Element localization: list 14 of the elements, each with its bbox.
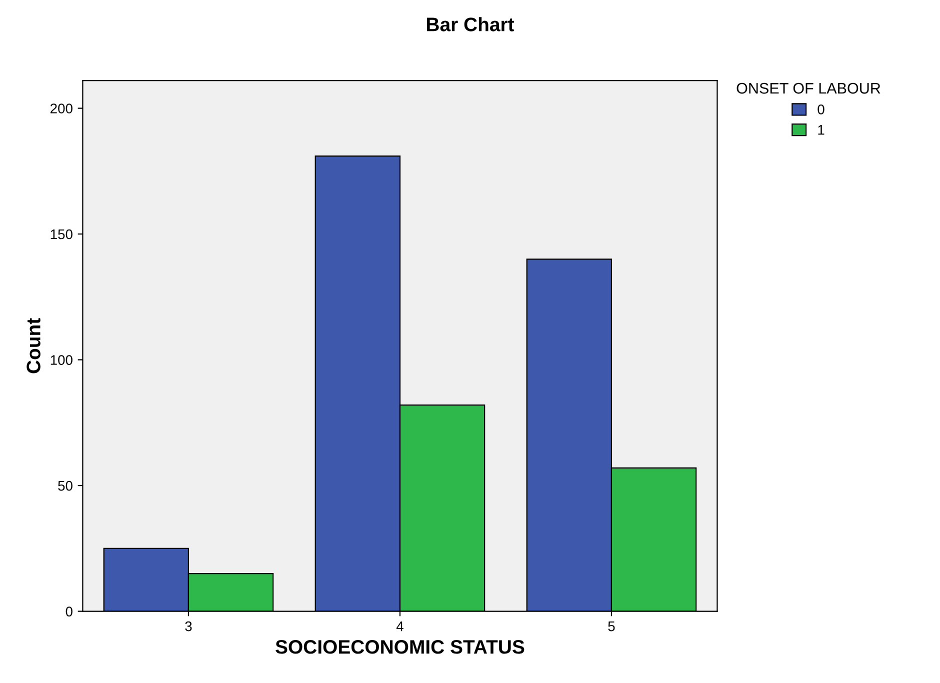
y-tick-label: 0	[66, 606, 72, 616]
x-tick-label: 4	[396, 622, 404, 632]
legend-label: 1	[818, 125, 824, 135]
y-tick-label: 50	[58, 480, 72, 491]
chart-title: Bar Chart	[427, 17, 514, 32]
y-tick-label: 150	[50, 229, 72, 240]
x-tick-label: 3	[185, 621, 192, 632]
y-tick-label: 200	[50, 104, 72, 114]
y-axis-title: Count	[26, 318, 40, 374]
legend-title: ONSET OF LABOUR	[736, 82, 880, 94]
legend-label: 0	[818, 104, 824, 114]
y-tick-label: 100	[50, 355, 72, 365]
x-tick-label: 5	[608, 622, 615, 632]
x-axis-title: SOCIOECONOMIC STATUS	[276, 640, 524, 654]
